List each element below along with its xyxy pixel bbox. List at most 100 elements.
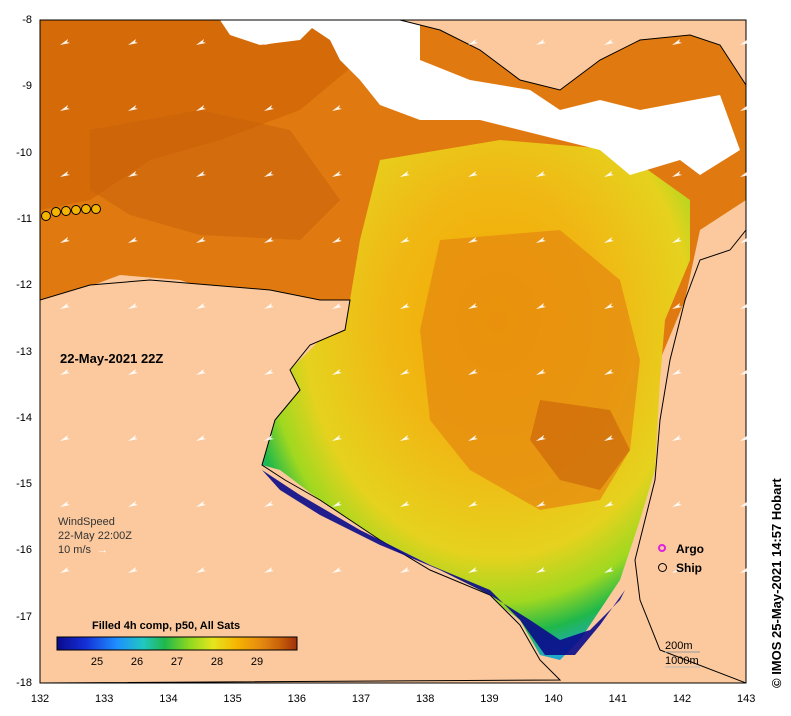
- wind-arrow-icon: [264, 237, 274, 243]
- wind-arrow-icon: [60, 435, 70, 441]
- x-tick-label: 138: [416, 693, 435, 705]
- y-tick-label: -11: [16, 212, 32, 225]
- wind-time: 22-May 22:00Z: [58, 530, 132, 542]
- wind-arrow-icon: [536, 435, 546, 441]
- argo-marker-icon: [658, 544, 666, 552]
- ship-marker-icon: [658, 563, 667, 572]
- wind-arrow-icon: [196, 303, 206, 309]
- wind-arrow-icon: [60, 105, 70, 111]
- wind-arrows: [60, 39, 750, 573]
- wind-arrow-icon: [740, 567, 750, 573]
- wind-arrow-icon: [196, 237, 206, 243]
- wind-arrow-icon: [400, 369, 410, 375]
- depth-200-label: 200m: [665, 640, 693, 652]
- wind-arrow-icon: [604, 303, 614, 309]
- wind-arrow-icon: [536, 501, 546, 507]
- wind-arrow-icon: [60, 369, 70, 375]
- wind-arrow-icon: [740, 501, 750, 507]
- wind-arrow-icon: [264, 39, 274, 45]
- wind-arrow-icon: [400, 567, 410, 573]
- wind-arrow-icon: [468, 237, 478, 243]
- plot-frame: [39, 19, 747, 684]
- credit-text: © IMOS 25-May-2021 14:57 Hobart: [769, 478, 784, 688]
- wind-arrow-icon: [128, 171, 138, 177]
- wind-arrow-icon: [60, 171, 70, 177]
- wind-arrow-icon: [740, 171, 750, 177]
- wind-arrow-icon: [196, 435, 206, 441]
- x-tick-label: 134: [159, 693, 178, 705]
- y-tick-label: -17: [16, 610, 32, 623]
- wind-arrow-icon: [672, 369, 682, 375]
- wind-arrow-icon: [60, 303, 70, 309]
- new-guinea-land: [399, 20, 746, 91]
- wind-arrow-icon: [604, 39, 614, 45]
- wind-arrow-icon: [128, 303, 138, 309]
- wind-arrow-icon: [604, 501, 614, 507]
- wind-arrow-icon: [740, 39, 750, 45]
- wind-arrow-icon: [672, 39, 682, 45]
- wind-arrow-icon: [604, 171, 614, 177]
- wind-arrow-icon: [264, 369, 274, 375]
- wind-arrow-icon: [468, 303, 478, 309]
- cloud-nodata-2: [220, 20, 320, 45]
- wind-arrow-icon: [196, 369, 206, 375]
- x-tick-label: 139: [480, 693, 499, 705]
- wind-arrow-icon: [468, 435, 478, 441]
- wind-arrow-icon: [400, 501, 410, 507]
- wind-arrow-icon: [264, 171, 274, 177]
- x-tick-label: 141: [608, 693, 627, 705]
- wind-arrow-icon: [468, 171, 478, 177]
- wind-arrow-icon: [672, 501, 682, 507]
- depth-1000-label: 1000m: [665, 655, 699, 667]
- colorbar-tick-label: 29: [250, 656, 264, 668]
- argo-label: Argo: [676, 542, 704, 556]
- wind-arrow-icon: [332, 171, 342, 177]
- wind-arrow-icon: [536, 303, 546, 309]
- wind-arrow-icon: [60, 237, 70, 243]
- x-tick-label: 137: [351, 693, 371, 705]
- x-tick-label: 133: [95, 693, 114, 705]
- wind-arrow-icon: [264, 303, 274, 309]
- wind-arrow-icon: [468, 39, 478, 45]
- wind-scale-arrow-icon: →: [97, 544, 109, 556]
- wind-arrow-icon: [536, 237, 546, 243]
- wind-arrow-icon: [128, 39, 138, 45]
- gulf-hot-spot: [530, 400, 630, 490]
- ship-label: Ship: [676, 561, 702, 575]
- wind-arrow-icon: [128, 105, 138, 111]
- wind-arrow-icon: [400, 237, 410, 243]
- wind-arrow-icon: [196, 501, 206, 507]
- wind-arrow-icon: [400, 435, 410, 441]
- x-tick-label: 136: [287, 693, 306, 705]
- wind-title: WindSpeed: [58, 516, 115, 528]
- wind-arrow-icon: [332, 39, 342, 45]
- wind-arrow-icon: [604, 105, 614, 111]
- x-tick-label: 143: [737, 693, 756, 705]
- wind-arrow-icon: [604, 435, 614, 441]
- wind-arrow-icon: [672, 435, 682, 441]
- wind-arrow-icon: [196, 171, 206, 177]
- y-tick-label: -18: [16, 677, 32, 689]
- wind-arrow-icon: [196, 39, 206, 45]
- wind-arrow-icon: [740, 105, 750, 111]
- wind-arrow-icon: [740, 303, 750, 309]
- wind-arrow-icon: [536, 171, 546, 177]
- wind-arrow-icon: [264, 105, 274, 111]
- wind-arrow-icon: [740, 237, 750, 243]
- x-tick-label: 135: [223, 693, 242, 705]
- date-label: 22-May-2021 22Z: [60, 351, 164, 366]
- wind-arrow-icon: [740, 435, 750, 441]
- wind-arrow-icon: [128, 369, 138, 375]
- wind-arrow-icon: [536, 105, 546, 111]
- wind-arrow-icon: [60, 501, 70, 507]
- wind-arrow-icon: [604, 369, 614, 375]
- colorbar-title: Filled 4h comp, p50, All Sats: [92, 620, 241, 632]
- y-tick-label: -12: [16, 279, 32, 292]
- wind-arrow-icon: [332, 567, 342, 573]
- wind-arrow-icon: [400, 303, 410, 309]
- wind-arrow-icon: [672, 303, 682, 309]
- wind-arrow-icon: [60, 567, 70, 573]
- wind-arrow-icon: [400, 105, 410, 111]
- colorbar-tick-label: 26: [130, 656, 144, 668]
- wind-arrow-icon: [128, 567, 138, 573]
